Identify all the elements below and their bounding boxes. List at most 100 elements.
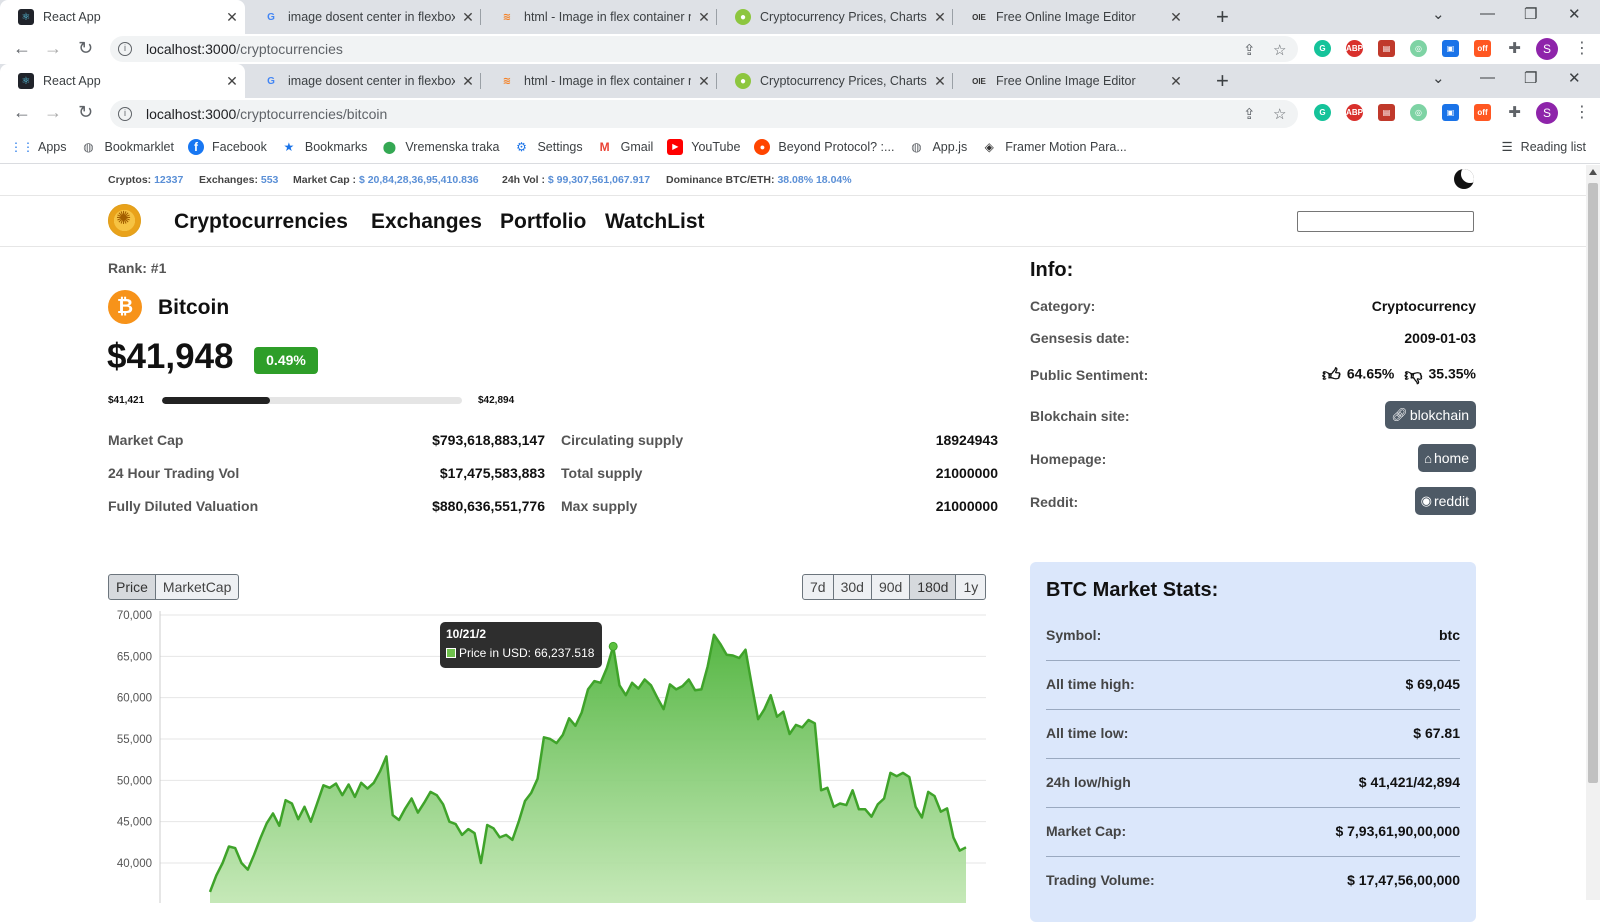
- address-bar[interactable]: i localhost:3000/cryptocurrencies ⇪ ☆: [110, 36, 1298, 62]
- menu-icon[interactable]: ⋮: [1574, 104, 1590, 121]
- address-bar[interactable]: i localhost:3000/cryptocurrencies/bitcoi…: [110, 100, 1298, 128]
- tab-stackoverflow[interactable]: ≋ html - Image in flex container no ✕: [481, 64, 717, 98]
- reload-icon[interactable]: ↻: [78, 102, 94, 122]
- nav-cryptocurrencies[interactable]: Cryptocurrencies: [174, 210, 348, 233]
- close-icon[interactable]: ✕: [698, 72, 710, 89]
- puzzle-icon[interactable]: ✚: [1508, 104, 1521, 121]
- tab-react-app[interactable]: ⚛ React App ✕: [0, 64, 245, 98]
- window-close-icon[interactable]: ✕: [1568, 6, 1581, 23]
- tab-stackoverflow[interactable]: ≋ html - Image in flex container no ✕: [481, 0, 717, 34]
- bookmark-framer[interactable]: ◈ Framer Motion Para...: [981, 139, 1127, 155]
- tab-react-app[interactable]: ⚛ React App ✕: [0, 0, 245, 34]
- facebook-icon: f: [187, 138, 204, 155]
- grammarly-icon[interactable]: G: [1314, 40, 1331, 57]
- tab-google[interactable]: G image dosent center in flexbox - ✕: [245, 64, 481, 98]
- reddit-link-button[interactable]: ◉ reddit: [1414, 487, 1476, 515]
- bookmark-gmail[interactable]: M Gmail: [597, 139, 654, 155]
- extension-icon[interactable]: ◎: [1410, 104, 1427, 121]
- restore-icon[interactable]: ❐: [1524, 70, 1538, 87]
- nav-watchlist[interactable]: WatchList: [605, 210, 705, 233]
- extension-icon[interactable]: ▣: [1442, 104, 1459, 121]
- range-30d-button[interactable]: 30d: [832, 574, 872, 600]
- new-tab-icon[interactable]: +: [1216, 68, 1229, 93]
- extension-icon[interactable]: ▤: [1378, 40, 1395, 57]
- tab-image-editor[interactable]: OIE Free Online Image Editor ✕: [953, 64, 1189, 98]
- grammarly-icon[interactable]: G: [1314, 104, 1331, 121]
- marketcap-toggle-button[interactable]: MarketCap: [154, 574, 240, 600]
- close-icon[interactable]: ✕: [462, 8, 474, 25]
- bookmark-star-icon[interactable]: ☆: [1273, 42, 1287, 59]
- share-icon[interactable]: ⇪: [1243, 42, 1256, 59]
- bookmark-appjs[interactable]: ◍ App.js: [908, 139, 967, 155]
- extension-icon[interactable]: ▣: [1442, 40, 1459, 57]
- gear-icon: ⚙: [516, 139, 527, 154]
- bookmark-youtube[interactable]: ▶ YouTube: [667, 138, 740, 155]
- adblock-icon[interactable]: ABP: [1346, 104, 1363, 121]
- reading-list[interactable]: ☰ Reading list: [1501, 139, 1586, 155]
- forward-icon[interactable]: →: [44, 102, 62, 122]
- extension-icon[interactable]: off: [1474, 104, 1491, 121]
- new-tab-icon[interactable]: +: [1216, 4, 1229, 29]
- bookmark-vremenska[interactable]: ⬤ Vremenska traka: [382, 139, 500, 154]
- close-icon[interactable]: ✕: [226, 72, 238, 89]
- site-info-icon[interactable]: i: [118, 42, 132, 56]
- tab-coingecko[interactable]: ● Cryptocurrency Prices, Charts, an ✕: [717, 64, 953, 98]
- site-logo[interactable]: [108, 204, 141, 237]
- bookmark-star-icon[interactable]: ☆: [1273, 106, 1287, 123]
- close-icon[interactable]: ✕: [1170, 72, 1182, 89]
- range-7d-button[interactable]: 7d: [802, 574, 834, 600]
- nav-exchanges[interactable]: Exchanges: [371, 210, 482, 233]
- range-180d-button[interactable]: 180d: [909, 574, 957, 600]
- blockchain-link-button[interactable]: 🔗︎ blokchain: [1385, 401, 1476, 429]
- globe-icon: ◍: [83, 139, 94, 154]
- window-close-icon[interactable]: ✕: [1568, 70, 1581, 87]
- close-icon[interactable]: ✕: [934, 8, 946, 25]
- close-icon[interactable]: ✕: [934, 72, 946, 89]
- extension-icon[interactable]: ◎: [1410, 40, 1427, 57]
- close-icon[interactable]: ✕: [226, 8, 238, 25]
- dark-mode-moon-icon[interactable]: [1454, 169, 1474, 189]
- tab-search-icon[interactable]: ⌄: [1432, 70, 1445, 87]
- profile-avatar[interactable]: S: [1536, 38, 1558, 60]
- minimize-icon[interactable]: —: [1480, 5, 1495, 22]
- tab-search-icon[interactable]: ⌄: [1432, 6, 1445, 23]
- menu-icon[interactable]: ⋮: [1574, 40, 1590, 57]
- bookmark-bookmarks[interactable]: ★ Bookmarks: [281, 139, 368, 155]
- price-toggle-button[interactable]: Price: [108, 574, 156, 600]
- scrollbar-thumb[interactable]: [1588, 183, 1598, 783]
- range-1y-button[interactable]: 1y: [955, 574, 987, 600]
- reload-icon[interactable]: ↻: [78, 38, 94, 58]
- tab-coingecko[interactable]: ● Cryptocurrency Prices, Charts, an ✕: [717, 0, 953, 34]
- tab-google[interactable]: G image dosent center in flexbox - ✕: [245, 0, 481, 34]
- price-chart[interactable]: 70,000 65,000 60,000 55,000 50,000 45,000 40,0…: [106, 603, 992, 903]
- search-input[interactable]: [1297, 211, 1474, 232]
- bookmark-facebook[interactable]: f Facebook: [187, 138, 267, 155]
- puzzle-icon[interactable]: ✚: [1508, 40, 1521, 57]
- back-icon[interactable]: ←: [13, 38, 31, 58]
- bookmark-apps[interactable]: ⋮⋮ Apps: [10, 139, 67, 154]
- range-90d-button[interactable]: 90d: [870, 574, 911, 600]
- scroll-up-icon[interactable]: [1589, 169, 1597, 175]
- forward-icon[interactable]: →: [44, 38, 62, 58]
- share-icon[interactable]: ⇪: [1243, 106, 1256, 123]
- bookmark-beyond-protocol[interactable]: ● Beyond Protocol? :...: [754, 138, 894, 155]
- bookmark-settings[interactable]: ⚙ Settings: [513, 139, 583, 155]
- page-scrollbar[interactable]: [1586, 165, 1600, 900]
- minimize-icon[interactable]: —: [1480, 69, 1495, 86]
- back-icon[interactable]: ←: [13, 102, 31, 122]
- restore-icon[interactable]: ❐: [1524, 6, 1538, 23]
- hover-point[interactable]: [608, 641, 618, 651]
- nav-portfolio[interactable]: Portfolio: [500, 210, 587, 233]
- extension-icon[interactable]: off: [1474, 40, 1491, 57]
- bookmark-bookmarklet[interactable]: ◍ Bookmarklet: [81, 139, 174, 155]
- tab-image-editor[interactable]: OIE Free Online Image Editor ✕: [953, 0, 1189, 34]
- close-icon[interactable]: ✕: [1170, 8, 1182, 25]
- extension-icon[interactable]: ▤: [1378, 104, 1395, 121]
- profile-avatar[interactable]: S: [1536, 102, 1558, 124]
- adblock-icon[interactable]: ABP: [1346, 40, 1363, 57]
- close-icon[interactable]: ✕: [462, 72, 474, 89]
- app-page: Cryptos: 12337 Exchanges: 553 Market Cap…: [0, 165, 1586, 922]
- homepage-link-button[interactable]: ⌂ home: [1418, 444, 1476, 472]
- site-info-icon[interactable]: i: [118, 107, 132, 121]
- close-icon[interactable]: ✕: [698, 8, 710, 25]
